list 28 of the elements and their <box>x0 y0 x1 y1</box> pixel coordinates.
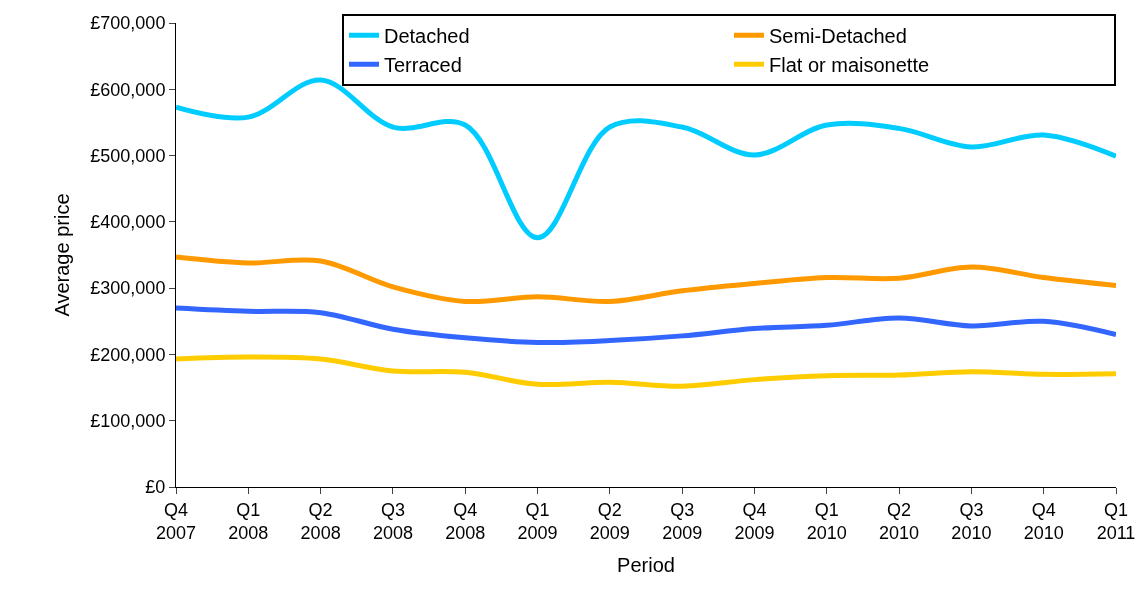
x-tick-label: Q4 2008 <box>445 499 486 543</box>
y-tick-label: £200,000 <box>90 344 166 365</box>
y-tick-label: £100,000 <box>90 411 166 432</box>
legend-label: Semi-Detached <box>769 25 907 48</box>
x-tick-label: Q1 2010 <box>806 499 847 543</box>
legend-label: Terraced <box>384 54 462 77</box>
x-axis-title: Period <box>617 553 675 576</box>
x-tick-label: Q1 2009 <box>517 499 558 543</box>
x-tick-label: Q4 2010 <box>1023 499 1064 543</box>
x-tick-label: Q4 2007 <box>155 499 197 543</box>
x-tick-label: Q3 2009 <box>662 499 703 543</box>
y-tick-label: £300,000 <box>90 278 166 299</box>
y-tick-label: £400,000 <box>90 212 166 233</box>
y-tick-label: £600,000 <box>90 79 166 100</box>
x-tick-label: Q4 2009 <box>734 499 775 543</box>
x-tick-label: Q2 2009 <box>589 499 630 543</box>
x-tick-label: Q1 2008 <box>228 499 269 543</box>
x-tick-label: Q1 2011 <box>1096 499 1136 543</box>
y-tick-label: £700,000 <box>90 13 166 34</box>
y-tick-label: £0 <box>145 477 166 498</box>
legend-label: Flat or maisonette <box>769 54 930 77</box>
x-tick-label: Q2 2008 <box>300 499 341 543</box>
y-tick-label: £500,000 <box>90 145 166 166</box>
x-tick-label: Q2 2010 <box>879 499 920 543</box>
x-tick-label: Q3 2010 <box>951 499 992 543</box>
legend-label: Detached <box>384 25 470 48</box>
x-tick-label: Q3 2008 <box>372 499 413 543</box>
y-axis-title: Average price <box>50 193 73 317</box>
